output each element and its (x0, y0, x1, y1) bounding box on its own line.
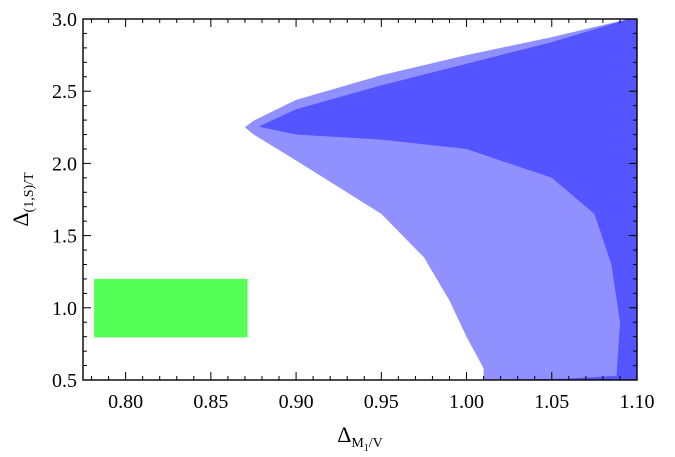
y-tick-label: 1.5 (52, 226, 77, 248)
y-tick-label: 2.5 (52, 81, 77, 103)
x-tick-label: 0.85 (193, 391, 228, 413)
y-tick-label: 1.0 (52, 298, 77, 320)
x-tick-label: 1.05 (534, 391, 569, 413)
x-tick-label: 0.80 (108, 391, 143, 413)
region-3 (94, 279, 247, 338)
y-tick-label: 0.5 (52, 370, 77, 392)
y-tick-label: 3.0 (52, 9, 77, 31)
x-tick-label: 0.90 (279, 391, 314, 413)
x-tick-label: 1.00 (449, 391, 484, 413)
x-axis-label-tail: /V (369, 436, 383, 451)
x-tick-label: 0.95 (364, 391, 399, 413)
y-axis-label: Δ(1,S)/T (8, 172, 37, 227)
regions-layer (94, 19, 637, 380)
y-axis-label-sub: (1,S)/T (22, 172, 37, 213)
x-tick-label: 1.10 (620, 391, 655, 413)
x-axis-label-sub: M (351, 436, 364, 451)
x-axis-label-main: Δ (337, 422, 351, 447)
y-tick-label: 2.0 (52, 153, 77, 175)
x-axis-label: ΔM1/V (337, 422, 383, 454)
y-axis-label-main: Δ (8, 212, 33, 226)
